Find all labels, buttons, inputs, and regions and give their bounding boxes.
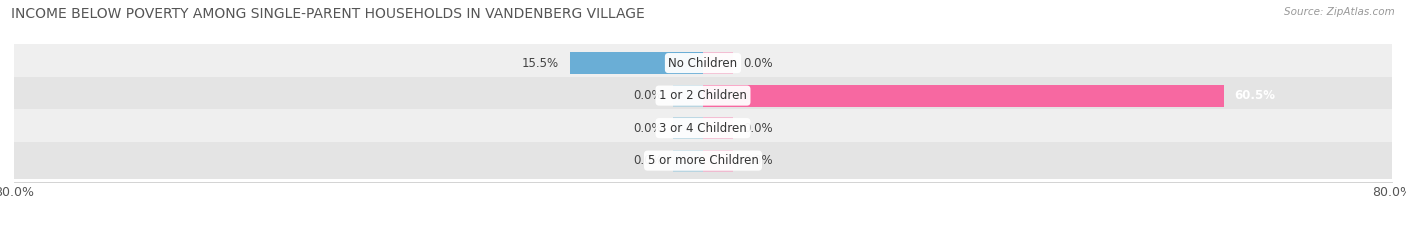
Bar [569,52,703,74]
Bar [14,44,1392,82]
Bar [14,77,1392,114]
Bar [14,109,1392,147]
Text: No Children: No Children [668,57,738,70]
Text: 0.0%: 0.0% [744,122,773,135]
Text: 60.5%: 60.5% [1234,89,1275,102]
Text: 3 or 4 Children: 3 or 4 Children [659,122,747,135]
Text: 0.0%: 0.0% [744,154,773,167]
Text: 0.0%: 0.0% [744,57,773,70]
Text: 15.5%: 15.5% [522,57,560,70]
Text: 0.0%: 0.0% [633,89,662,102]
Bar [14,142,1392,179]
Text: 0.0%: 0.0% [633,154,662,167]
Bar [673,150,703,172]
Text: 5 or more Children: 5 or more Children [648,154,758,167]
Bar [703,52,733,74]
Bar [703,117,733,139]
Text: Source: ZipAtlas.com: Source: ZipAtlas.com [1284,7,1395,17]
Text: INCOME BELOW POVERTY AMONG SINGLE-PARENT HOUSEHOLDS IN VANDENBERG VILLAGE: INCOME BELOW POVERTY AMONG SINGLE-PARENT… [11,7,645,21]
Bar [673,85,703,107]
Bar [703,150,733,172]
Bar [703,85,1225,107]
Text: 0.0%: 0.0% [633,122,662,135]
Bar [673,117,703,139]
Text: 1 or 2 Children: 1 or 2 Children [659,89,747,102]
